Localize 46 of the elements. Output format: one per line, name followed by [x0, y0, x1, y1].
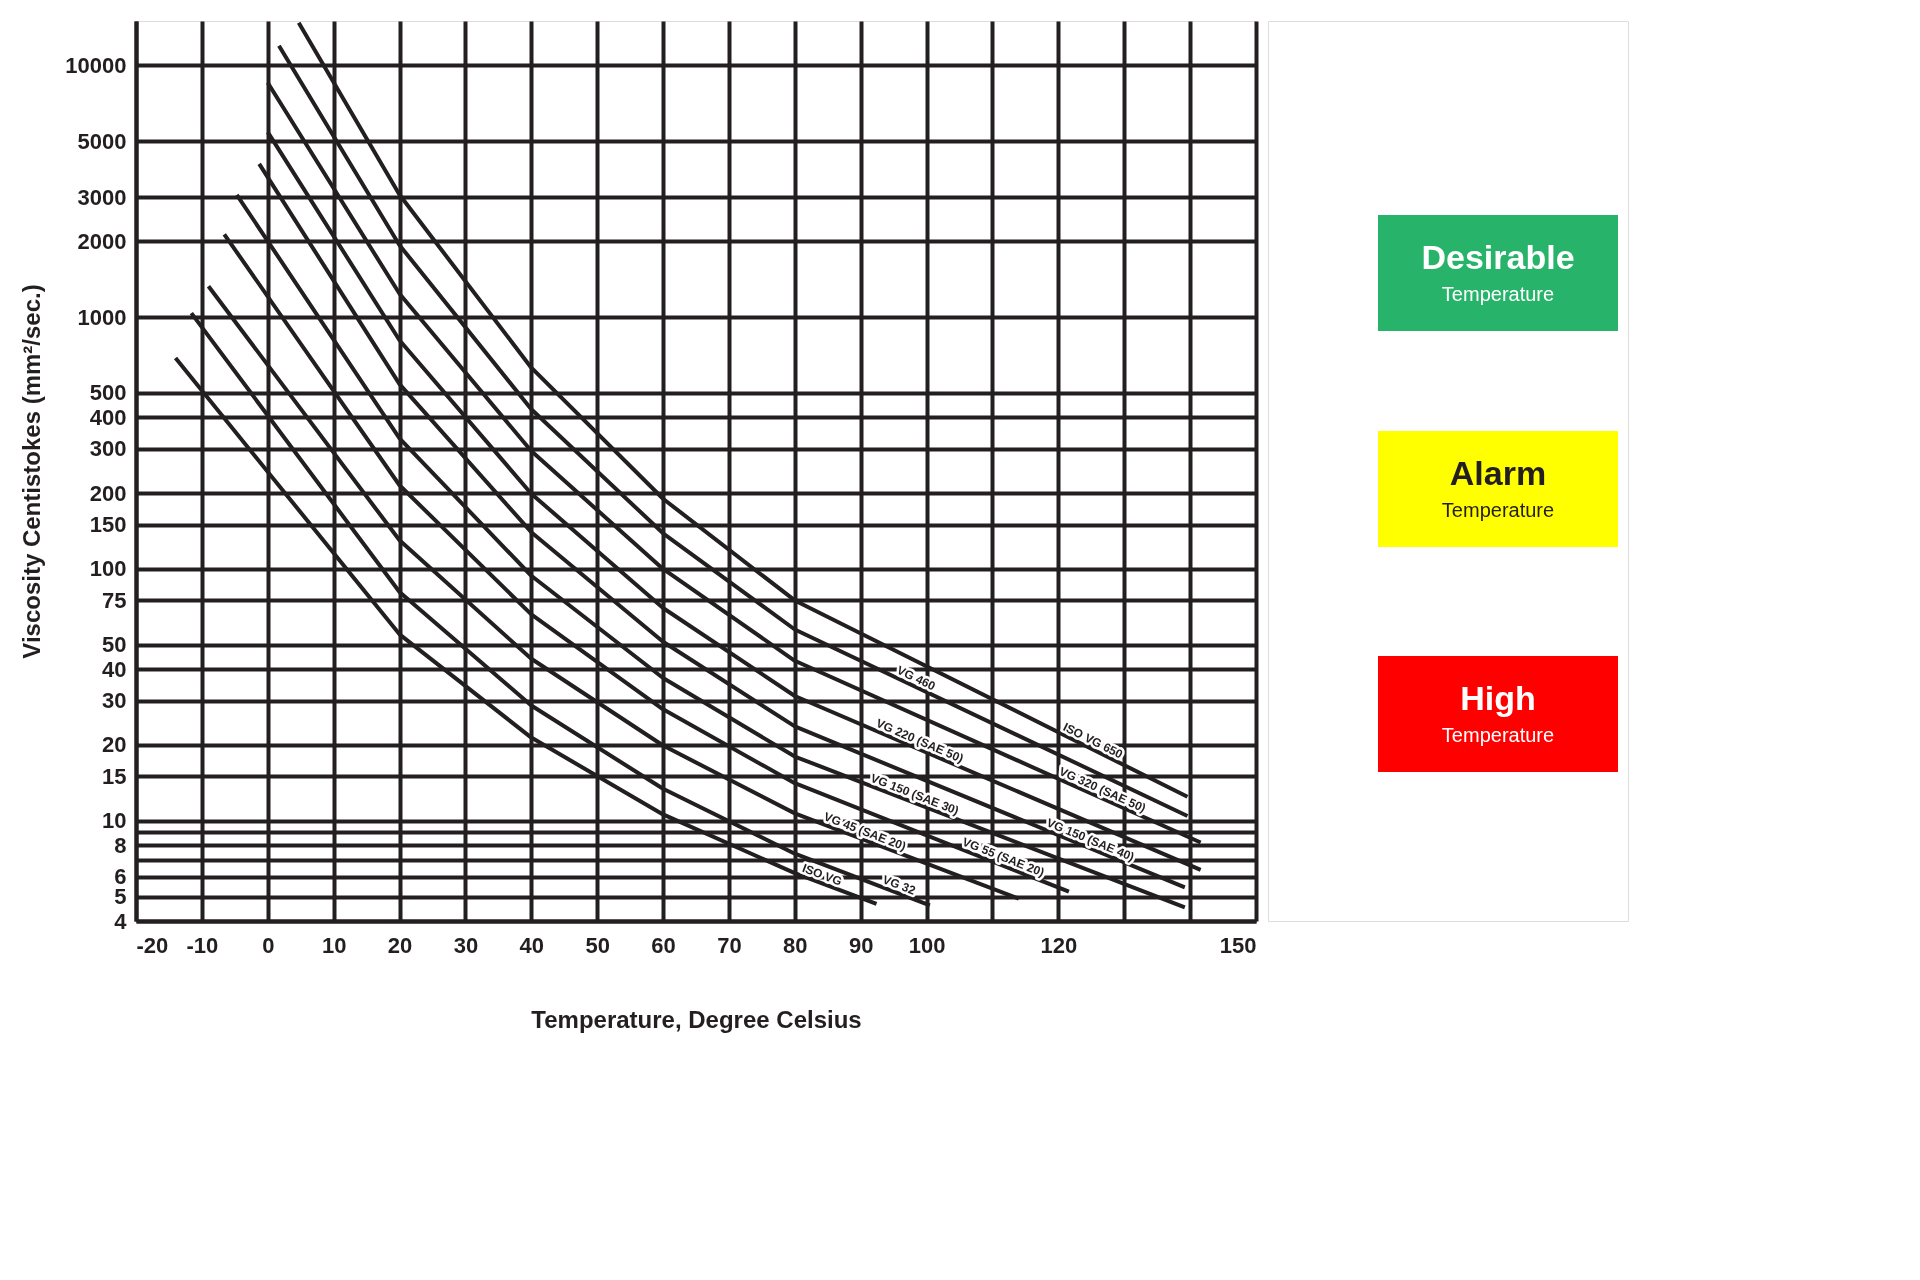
y-tick-label: 3000 — [77, 184, 127, 210]
y-tick-label: 4 — [114, 908, 128, 934]
x-tick-label: 150 — [1219, 932, 1257, 958]
y-tick-label: 200 — [89, 480, 127, 506]
text: VG 150 (SAE 30) — [868, 770, 961, 818]
x-tick-label: 10 — [321, 932, 347, 958]
y-tick-label: 40 — [102, 656, 127, 682]
x-tick-label: 40 — [519, 932, 545, 958]
y-tick-label: 100 — [89, 556, 127, 582]
x-tick-label: 90 — [848, 932, 874, 958]
y-tick-label: 500 — [89, 380, 127, 406]
text: Desirable — [1421, 238, 1575, 276]
y-tick-label: 8 — [114, 832, 127, 858]
y-tick-label: 10 — [102, 808, 127, 834]
x-tick-label: 70 — [717, 932, 742, 958]
x-tick-label: -20 — [136, 932, 169, 958]
text: Alarm — [1449, 454, 1547, 492]
y-tick-label: 10000 — [65, 52, 127, 78]
x-tick-label: 80 — [783, 932, 808, 958]
text: Temperature — [1441, 283, 1555, 305]
y-tick-label: 50 — [102, 632, 127, 658]
y-tick-label: 150 — [89, 512, 127, 538]
x-tick-label: 60 — [651, 932, 676, 958]
y-tick-label: 400 — [89, 404, 127, 430]
y-tick-label: 20 — [102, 732, 127, 758]
text: VG 460 — [894, 663, 938, 694]
y-tick-label: 300 — [89, 436, 127, 462]
x-tick-label: 20 — [387, 932, 413, 958]
x-axis-title: Temperature, Degree Celsius — [531, 1005, 862, 1033]
y-tick-label: 75 — [102, 587, 127, 613]
y-tick-label: 1000 — [77, 304, 127, 330]
y-tick-label: 15 — [102, 763, 127, 789]
y-tick-label: 5000 — [77, 128, 127, 154]
y-tick-label: 2000 — [77, 228, 127, 254]
x-tick-label: 0 — [262, 932, 275, 958]
x-tick-label: 50 — [585, 932, 610, 958]
x-tick-label: -10 — [186, 932, 219, 958]
text: Temperature — [1441, 724, 1555, 746]
x-tick-label: 30 — [453, 932, 479, 958]
text: ISO VG 650 — [1060, 719, 1126, 762]
y-tick-label: 30 — [102, 688, 127, 714]
x-tick-label: 120 — [1040, 932, 1078, 958]
text: High — [1460, 679, 1536, 717]
x-tick-label: 100 — [908, 932, 946, 958]
y-axis-title: Viscosity Centistokes (mm²/sec.) — [18, 284, 46, 659]
text: Temperature — [1441, 499, 1555, 521]
